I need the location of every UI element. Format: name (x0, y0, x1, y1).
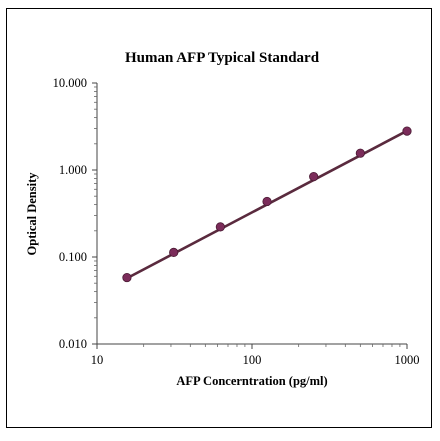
x-tick-label: 10 (91, 353, 104, 367)
data-point (309, 171, 319, 182)
y-axis-label: Optical Density (25, 172, 39, 256)
data-point (262, 196, 272, 207)
ticks: 0.010 0.100 1.000 10.000 10 100 1000 (53, 76, 420, 367)
y-tick-label: 0.010 (59, 337, 87, 351)
data-point (402, 126, 412, 136)
data-point (169, 247, 179, 257)
data-point (122, 272, 132, 283)
chart-frame (6, 8, 432, 428)
data-points (122, 126, 412, 283)
y-tick-label: 10.000 (53, 76, 87, 90)
data-point (215, 222, 225, 232)
x-axis-label: AFP Concerntration (pg/ml) (176, 374, 327, 388)
y-tick-label: 1.000 (59, 163, 87, 177)
y-tick-label: 0.100 (59, 250, 87, 264)
x-tick-label: 1000 (395, 353, 420, 367)
data-point (355, 148, 365, 158)
chart-title: Human AFP Typical Standard (125, 50, 320, 66)
x-tick-label: 100 (243, 353, 262, 367)
